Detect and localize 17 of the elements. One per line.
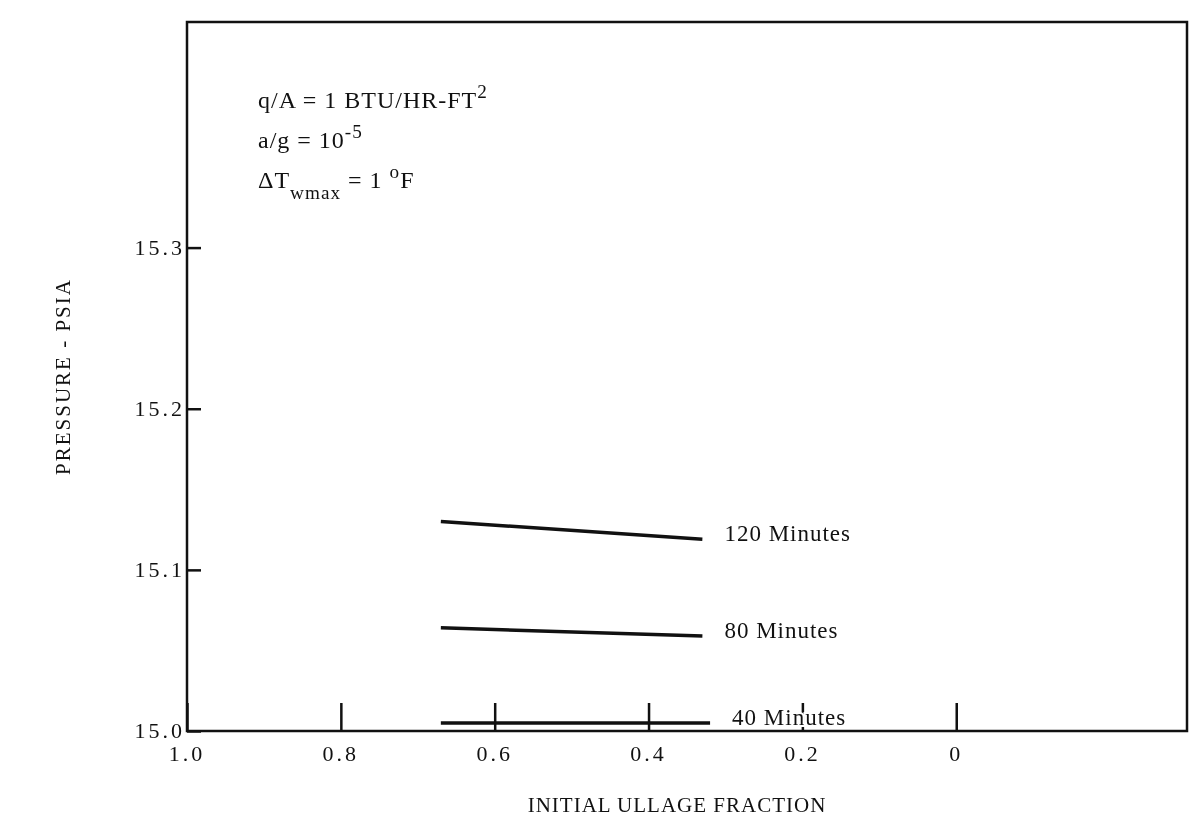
series-label: 120 Minutes [724, 521, 852, 547]
x-tick-label: 0.4 [630, 741, 667, 766]
y-tick-label: 15.3 [134, 234, 185, 260]
x-tick-label: 1.0 [168, 741, 206, 766]
annotation: ΔT$_{wmax}$ = 1 $^{o}$F [258, 160, 415, 203]
y-axis-title: PRESSURE - PSIA [51, 278, 75, 475]
x-axis-title: INITIAL ULLAGE FRACTION [527, 793, 827, 817]
y-tick-label: 15.2 [134, 395, 185, 421]
y-tick-label: 15.0 [134, 718, 185, 743]
annotation: q/A = 1 BTU/HR-FT$^{2}$ [258, 80, 488, 113]
x-tick-label: 0.2 [784, 741, 821, 766]
x-tick-label: 0.6 [476, 741, 513, 766]
x-tick-label: 0 [949, 741, 964, 766]
y-tick-label: 15.1 [134, 556, 185, 582]
series-label: 80 Minutes [724, 617, 839, 643]
annotation: a/g = 10$^{-5}$ [258, 120, 363, 153]
x-tick-label: 0.8 [322, 741, 360, 766]
